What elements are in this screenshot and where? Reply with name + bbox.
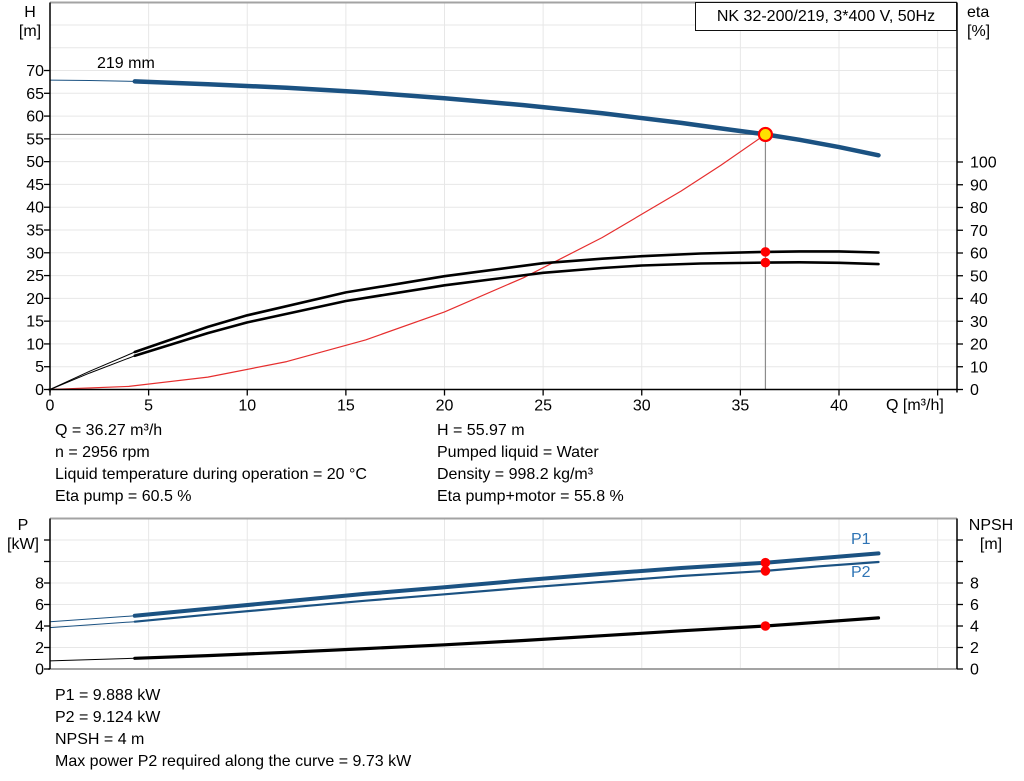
npsh-curve-lead-in	[49, 657, 136, 662]
npsh-axis-title-symbol: NPSH	[968, 517, 1014, 534]
right-tick-label: 0	[970, 662, 979, 679]
p1-duty-dot	[760, 557, 771, 568]
eta-pump-curve-lead-in	[49, 351, 136, 390]
left-tick-label: 15	[26, 314, 44, 331]
left-tick-label: 2	[35, 640, 44, 657]
info-p1: P1 = 9.888 kW	[55, 687, 161, 704]
p2-curve	[133, 560, 880, 623]
left-tick-label: 70	[26, 63, 44, 80]
duty-info-left-column: Q = 36.27 m³/h n = 2956 rpm Liquid tempe…	[55, 420, 367, 508]
eta-axis-title-symbol: eta	[967, 4, 990, 21]
p-axis-title-unit: [kW]	[7, 536, 39, 553]
npsh-curve	[133, 616, 881, 660]
info-p2: P2 = 9.124 kW	[55, 709, 161, 726]
info-pumped-liquid: Pumped liquid = Water	[437, 444, 599, 461]
right-tick-label: 80	[970, 200, 988, 217]
system-curve	[49, 133, 767, 391]
p-axis-title: P [kW]	[2, 516, 44, 554]
right-tick-label: 6	[970, 597, 979, 614]
left-tick-label: 65	[26, 86, 44, 103]
p2-curve-lead-in	[49, 621, 136, 629]
right-tick-label: 40	[970, 291, 988, 308]
left-tick-label: 60	[26, 109, 44, 126]
x-tick-label: 35	[731, 398, 749, 415]
left-tick-label: 25	[26, 268, 44, 285]
x-tick-label: 10	[238, 398, 256, 415]
p1-curve-label: P1	[851, 531, 871, 548]
right-tick-label: 20	[970, 337, 988, 354]
info-eta-pump-motor: Eta pump+motor = 55.8 %	[437, 488, 624, 505]
p-axis-title-symbol: P	[17, 517, 29, 534]
right-tick-label: 100	[970, 155, 997, 172]
info-q: Q = 36.27 m³/h	[55, 422, 163, 439]
x-tick-label: 0	[46, 398, 55, 415]
left-tick-label: 5	[35, 359, 44, 376]
x-tick-label: 40	[830, 398, 848, 415]
q-axis-label: Q [m³/h]	[886, 397, 944, 414]
duty-point-marker[interactable]	[757, 126, 774, 143]
left-tick-label: 30	[26, 245, 44, 262]
pump-title-box: NK 32-200/219, 3*400 V, 50Hz	[695, 2, 957, 31]
p2-curve-label: P2	[851, 564, 871, 581]
head-curve	[132, 79, 881, 158]
eta-pump-motor-curve-lead-in	[49, 355, 136, 390]
eta-axis-title-unit: [%]	[967, 23, 991, 40]
right-tick-label: 2	[970, 640, 979, 657]
left-tick-label: 0	[35, 662, 44, 679]
info-density: Density = 998.2 kg/m³	[437, 466, 594, 483]
npsh-axis-title-unit: [m]	[979, 536, 1003, 553]
left-tick-label: 55	[26, 131, 44, 148]
eta-pump-curve	[133, 250, 880, 354]
info-speed: n = 2956 rpm	[55, 444, 150, 461]
left-tick-label: 8	[35, 576, 44, 593]
right-tick-label: 60	[970, 246, 988, 263]
x-tick-label: 25	[534, 398, 552, 415]
left-tick-label: 10	[26, 336, 44, 353]
left-tick-label: 20	[26, 291, 44, 308]
p1-curve-lead-in	[49, 615, 136, 623]
p1-curve	[132, 551, 881, 618]
h-axis-title-unit: [m]	[18, 23, 42, 40]
impeller-diameter-label: 219 mm	[97, 55, 155, 72]
x-tick-label: 20	[436, 398, 454, 415]
left-tick-label: 50	[26, 154, 44, 171]
left-tick-label: 40	[26, 200, 44, 217]
right-tick-label: 0	[970, 382, 979, 399]
info-npsh: NPSH = 4 m	[55, 731, 145, 748]
left-tick-label: 4	[35, 619, 44, 636]
h-axis-title-symbol: H	[24, 4, 36, 21]
x-tick-label: 5	[144, 398, 153, 415]
right-tick-label: 90	[970, 177, 988, 194]
eta-axis-title: eta [%]	[967, 3, 1017, 41]
info-liquid-temperature: Liquid temperature during operation = 20…	[55, 466, 367, 483]
right-tick-label: 8	[970, 576, 979, 593]
eta-pump-motor-curve	[133, 260, 880, 358]
npsh-axis-title: NPSH [m]	[960, 516, 1022, 554]
power-info-block: P1 = 9.888 kW P2 = 9.124 kW NPSH = 4 m M…	[55, 685, 411, 773]
eta-pump-duty-dot	[760, 247, 771, 257]
left-tick-label: 6	[35, 597, 44, 614]
right-tick-label: 10	[970, 359, 988, 376]
x-tick-label: 30	[633, 398, 651, 415]
right-tick-label: 50	[970, 268, 988, 285]
eta-pump-motor-duty-dot	[760, 257, 771, 268]
info-eta-pump: Eta pump = 60.5 %	[55, 488, 192, 505]
right-tick-label: 4	[970, 619, 979, 636]
right-tick-label: 70	[970, 223, 988, 240]
left-tick-label: 45	[26, 177, 44, 194]
head-curve-lead-in	[49, 79, 136, 82]
x-tick-label: 15	[337, 398, 355, 415]
left-tick-label: 35	[26, 223, 44, 240]
left-tick-label: 0	[35, 382, 44, 399]
right-tick-label: 30	[970, 314, 988, 331]
h-axis-title: H [m]	[12, 3, 48, 41]
info-max-power: Max power P2 required along the curve = …	[55, 753, 412, 770]
info-head: H = 55.97 m	[437, 422, 525, 439]
duty-info-right-column: H = 55.97 m Pumped liquid = Water Densit…	[437, 420, 624, 508]
p2-duty-dot	[760, 566, 771, 576]
npsh-duty-dot	[760, 621, 771, 631]
